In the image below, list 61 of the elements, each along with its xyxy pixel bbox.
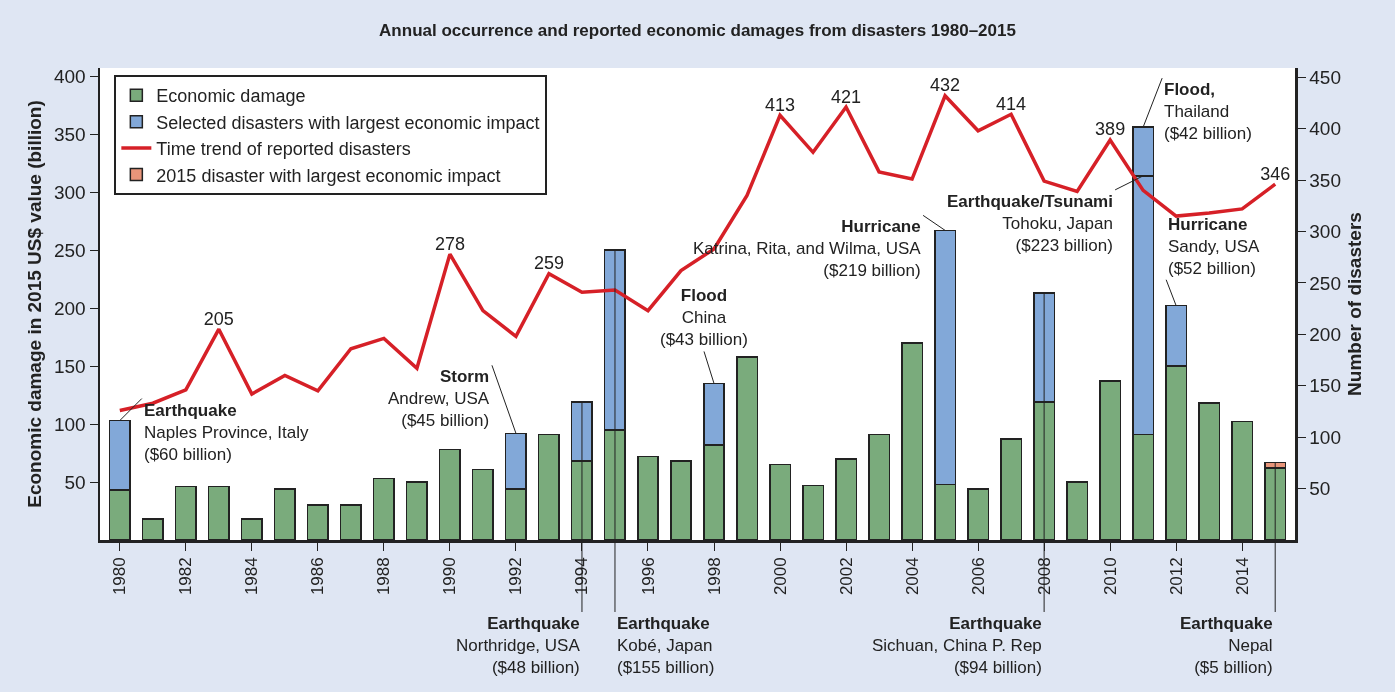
- x-tick-label: 1986: [308, 557, 328, 596]
- x-tick-label: 1994: [572, 557, 592, 596]
- y-tick-label: 300: [54, 181, 86, 203]
- annotation: Flood China ($43 billion): [660, 286, 748, 350]
- chart-title: Annual occurrence and reported economic damages from disasters 1980–2015: [379, 21, 1016, 41]
- annotation: Flood, Thailand ($42 billion): [1164, 80, 1252, 144]
- y-tick-label: 50: [64, 471, 86, 493]
- y2-tick-label: 300: [1309, 221, 1341, 243]
- y2-tick-label: 200: [1309, 323, 1341, 345]
- y2-tick-label: 50: [1309, 478, 1331, 500]
- x-tick-label: 2000: [770, 557, 790, 596]
- data-label: 432: [930, 75, 961, 96]
- annotation: Earthquake Northridge, USA ($48 billion): [456, 614, 581, 678]
- y2-tick-label: 150: [1309, 375, 1341, 397]
- legend-label: Economic damage: [156, 86, 306, 107]
- y2-tick-label: 250: [1309, 272, 1341, 294]
- data-label: 421: [831, 86, 862, 107]
- legend-label: Time trend of reported disasters: [156, 139, 411, 160]
- x-tick-label: 1998: [704, 557, 724, 596]
- y2-tick-label: 400: [1309, 118, 1341, 140]
- y-tick-label: 150: [54, 355, 86, 377]
- x-tick-label: 1990: [440, 557, 460, 596]
- legend-label: Selected disasters with largest economic impact: [156, 112, 540, 133]
- y-tick-label: 350: [54, 123, 86, 145]
- data-label: 389: [1095, 119, 1126, 140]
- data-label: 259: [533, 253, 564, 274]
- annotation: Storm Andrew, USA ($45 billion): [388, 367, 490, 431]
- y2-tick-label: 450: [1309, 66, 1341, 88]
- annotation: Earthquake/Tsunami Tohoku, Japan ($223 billion): [947, 192, 1113, 256]
- y-tick-label: 400: [54, 65, 86, 87]
- annotation: Earthquake Nepal ($5 billion): [1180, 614, 1273, 678]
- x-tick-label: 2012: [1166, 557, 1186, 596]
- y2-axis-title: Number of disasters: [1344, 212, 1366, 396]
- x-tick-label: 1996: [638, 557, 658, 596]
- x-tick-label: 1980: [110, 557, 130, 596]
- data-label: 278: [434, 233, 465, 254]
- x-tick-label: 2002: [836, 557, 856, 596]
- x-tick-label: 2010: [1100, 557, 1120, 596]
- annotation: Earthquake Sichuan, China P. Rep ($94 billion): [872, 614, 1042, 678]
- y-tick-label: 250: [54, 239, 86, 261]
- annotation: Earthquake Kobé, Japan ($155 billion): [617, 614, 715, 678]
- x-tick-label: 1992: [506, 557, 526, 596]
- y2-tick-label: 350: [1309, 169, 1341, 191]
- y-tick-label: 100: [54, 413, 86, 435]
- x-tick-label: 2004: [902, 557, 922, 596]
- data-label: 346: [1260, 163, 1291, 184]
- data-label: 413: [765, 94, 796, 115]
- data-label: 205: [203, 308, 234, 329]
- x-tick-label: 1982: [176, 557, 196, 596]
- annotation: Earthquake Naples Province, Italy ($60 billion): [144, 401, 309, 465]
- data-label: 414: [996, 93, 1027, 114]
- x-tick-label: 2008: [1034, 557, 1054, 596]
- legend-label: 2015 disaster with largest economic impact: [156, 165, 501, 186]
- x-tick-label: 1988: [374, 557, 394, 596]
- y-axis-title: Economic damage in 2015 US$ value (billion): [23, 100, 45, 508]
- x-tick-label: 2014: [1232, 557, 1252, 596]
- annotation: Hurricane Sandy, USA ($52 billion): [1168, 215, 1260, 279]
- y2-tick-label: 100: [1309, 426, 1341, 448]
- x-tick-label: 2006: [968, 557, 988, 596]
- y-tick-label: 200: [54, 297, 86, 319]
- x-tick-label: 1984: [242, 557, 262, 596]
